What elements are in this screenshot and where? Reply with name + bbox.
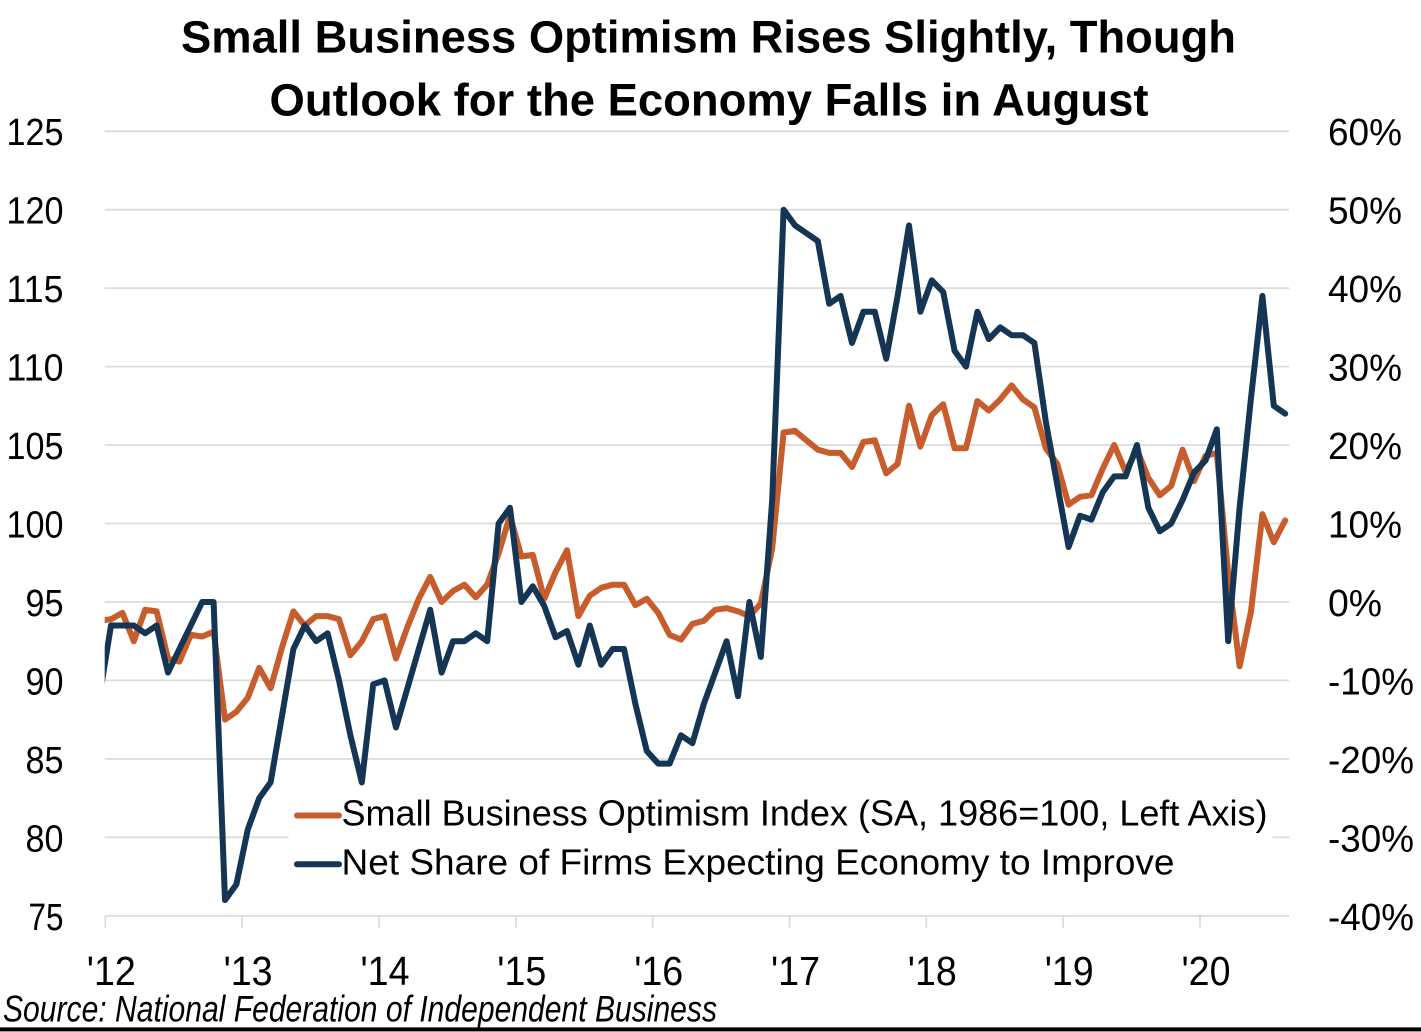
svg-text:40%: 40% (1328, 269, 1402, 311)
svg-text:75: 75 (29, 897, 64, 939)
svg-text:80: 80 (26, 818, 64, 860)
svg-text:'16: '16 (634, 948, 683, 994)
svg-text:'13: '13 (224, 948, 273, 994)
svg-text:'14: '14 (361, 948, 410, 994)
svg-text:110: 110 (7, 348, 64, 390)
svg-text:'20: '20 (1182, 948, 1231, 994)
svg-text:0%: 0% (1328, 583, 1382, 625)
svg-text:105: 105 (7, 426, 64, 468)
svg-text:'19: '19 (1045, 948, 1094, 994)
svg-text:60%: 60% (1328, 112, 1402, 154)
svg-text:115: 115 (7, 269, 64, 311)
svg-text:100: 100 (7, 505, 64, 547)
svg-text:30%: 30% (1328, 348, 1402, 390)
svg-text:-40%: -40% (1328, 897, 1414, 939)
svg-text:125: 125 (7, 112, 64, 154)
svg-text:Small Business Optimism Rises: Small Business Optimism Rises Slightly, … (181, 12, 1236, 63)
svg-text:90: 90 (26, 661, 64, 703)
svg-text:20%: 20% (1328, 426, 1402, 468)
svg-text:120: 120 (7, 191, 64, 233)
svg-text:Outlook for the Economy Falls: Outlook for the Economy Falls in August (270, 74, 1149, 125)
svg-text:-30%: -30% (1328, 818, 1414, 860)
svg-text:-10%: -10% (1328, 661, 1414, 703)
svg-text:'18: '18 (908, 948, 957, 994)
svg-text:50%: 50% (1328, 191, 1402, 233)
svg-text:-20%: -20% (1328, 740, 1414, 782)
svg-text:Small Business Optimism Index: Small Business Optimism Index (SA, 1986=… (342, 793, 1268, 834)
svg-text:95: 95 (26, 583, 64, 625)
svg-text:Source: National Federation of: Source: National Federation of Independe… (3, 988, 717, 1029)
svg-text:10%: 10% (1328, 505, 1402, 547)
svg-text:'17: '17 (771, 948, 820, 994)
svg-text:Net Share of Firms Expecting E: Net Share of Firms Expecting Economy to … (342, 841, 1175, 882)
svg-text:'12: '12 (87, 948, 136, 994)
svg-text:'15: '15 (497, 948, 546, 994)
svg-text:85: 85 (26, 740, 64, 782)
